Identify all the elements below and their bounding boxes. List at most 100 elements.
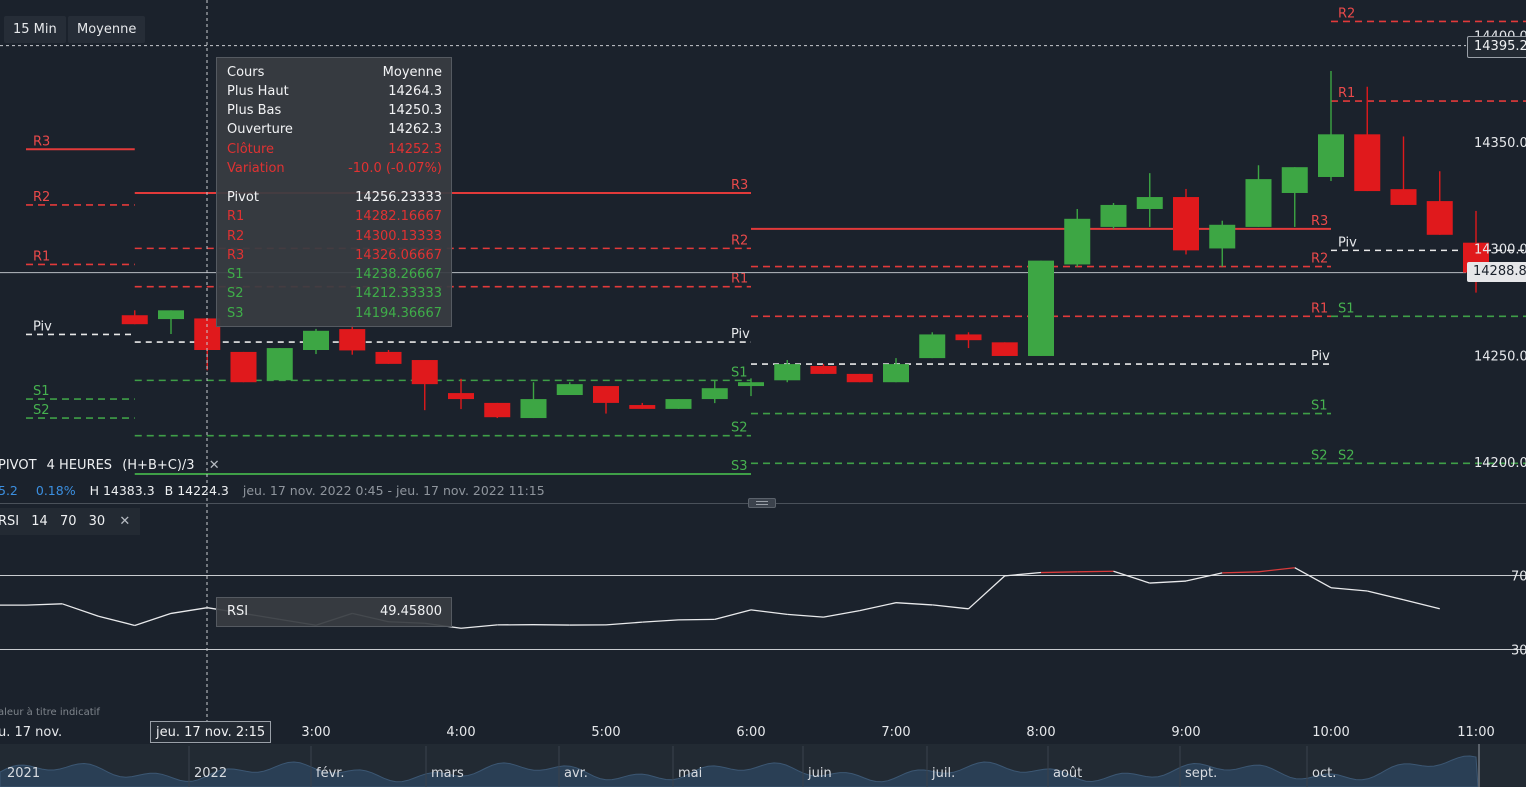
candle-body xyxy=(593,386,619,403)
change-percent: 0.18% xyxy=(35,483,76,498)
rsi-tooltip: RSI 49.45800 xyxy=(216,597,452,627)
tooltip-row: S3 14194.36667 xyxy=(227,305,442,323)
navigator-label: 2022 xyxy=(194,766,228,781)
candle-body xyxy=(1318,134,1344,177)
tooltip-key: S2 xyxy=(227,286,244,301)
candle-body xyxy=(1426,201,1453,235)
pivot-label-s1: S1 xyxy=(33,384,50,399)
time-tick-label: 10:00 xyxy=(1312,725,1350,740)
navigator-label: 2021 xyxy=(7,766,41,781)
pivot-legend-period: 4 HEURES xyxy=(46,458,113,473)
rsi-period: 14 xyxy=(31,514,48,529)
price-tick-label: 14250.0 xyxy=(1474,349,1526,364)
rsi-line-segment xyxy=(932,604,969,610)
pivot-label-r1: R1 xyxy=(731,272,748,287)
pivot-label-s2: S2 xyxy=(1338,448,1355,463)
pivot-label-p: Piv xyxy=(1338,235,1357,250)
rsi-line-segment xyxy=(1113,570,1150,584)
tooltip-row: S2 14212.33333 xyxy=(227,285,442,303)
tooltip-row: Ouverture 14262.3 xyxy=(227,121,442,139)
rsi-legend[interactable]: RSI 14 70 30 ✕ xyxy=(0,508,141,535)
change-value: 5.2 xyxy=(0,483,18,498)
grid-layer xyxy=(0,503,1526,787)
tooltip-row: Cours Moyenne xyxy=(227,64,442,82)
tooltip-key: S3 xyxy=(227,306,244,321)
rsi-line-segment xyxy=(1403,599,1440,610)
rsi-line-segment xyxy=(1294,567,1332,589)
navigator-area xyxy=(0,755,1479,787)
candle-body xyxy=(1245,179,1272,227)
tooltip-row: Plus Bas 14250.3 xyxy=(227,102,442,120)
rsi-line-segment xyxy=(859,602,897,612)
candle-body xyxy=(991,342,1018,356)
pivot-label-r3: R3 xyxy=(33,134,50,149)
pivot-label-r2: R2 xyxy=(1311,252,1328,267)
pivot-legend[interactable]: PIVOT 4 HEURES (H+B+C)/3 ✕ xyxy=(0,458,220,473)
candle-body xyxy=(1028,260,1054,356)
tooltip-row: S1 14238.26667 xyxy=(227,266,442,284)
first-date-label: u. 17 nov. xyxy=(0,725,63,740)
candle-body xyxy=(955,334,982,341)
tooltip-value: 14250.3 xyxy=(388,103,442,118)
candle-body xyxy=(738,382,764,387)
rsi-remove-icon[interactable]: ✕ xyxy=(119,514,131,529)
price-tick-label: 14200.0 xyxy=(1474,456,1526,471)
pivot-label-r1: R1 xyxy=(33,249,50,264)
candle-body xyxy=(1173,197,1199,251)
navigator-label: avr. xyxy=(564,766,588,781)
candle-body xyxy=(484,402,511,418)
tooltip-key: Plus Bas xyxy=(227,103,282,118)
rsi-level-label: 70 xyxy=(1511,570,1526,585)
candle-body xyxy=(230,351,257,383)
candle-body xyxy=(158,310,184,320)
rsi-lower-level: 30 xyxy=(88,514,106,529)
tooltip-value: 14212.33333 xyxy=(355,286,442,301)
rsi-line-segment xyxy=(895,602,933,606)
navigator-label: sept. xyxy=(1185,766,1218,781)
pane-resize-handle[interactable] xyxy=(748,498,776,508)
pivot-label-s2: S2 xyxy=(1311,448,1328,463)
pivot-label-s3: S3 xyxy=(731,459,748,474)
pivot-legend-name: PIVOT xyxy=(0,458,37,473)
rsi-line-segment xyxy=(62,603,99,617)
interval-button[interactable]: 15 Min xyxy=(4,16,66,43)
crosshair-time-label: jeu. 17 nov. 2:15 xyxy=(150,721,272,743)
navigator-label: juil. xyxy=(932,766,956,781)
rsi-line-segment xyxy=(1367,590,1404,601)
price-type-button[interactable]: Moyenne xyxy=(68,16,146,43)
rsi-line-segment xyxy=(25,603,63,606)
pivot-label-s1: S1 xyxy=(1338,301,1355,316)
rsi-line-segment xyxy=(787,613,824,618)
pivot-label-s1: S1 xyxy=(1311,399,1328,414)
rsi-tooltip-value: 49.45800 xyxy=(379,604,442,619)
time-tick-label: 4:00 xyxy=(446,725,476,740)
tooltip-key: Clôture xyxy=(227,142,275,157)
pivot-remove-icon[interactable]: ✕ xyxy=(208,458,220,473)
candle-body xyxy=(883,364,909,383)
pivot-label-r1: R1 xyxy=(1311,301,1328,316)
pivot-label-p: Piv xyxy=(731,327,750,342)
candle-body xyxy=(629,405,656,409)
candle-body xyxy=(1209,224,1236,249)
navigator-label: févr. xyxy=(316,766,345,781)
pivot-legend-formula: (H+B+C)/3 xyxy=(122,458,195,473)
pivot-label-r3: R3 xyxy=(731,178,748,193)
rsi-line-segment xyxy=(714,609,752,620)
tooltip-row: Plus Haut 14264.3 xyxy=(227,83,442,101)
tooltip-row: R2 14300.13333 xyxy=(227,228,442,246)
tooltip-row: Pivot 14256.23333 xyxy=(227,189,442,207)
time-tick-label: 11:00 xyxy=(1457,725,1495,740)
date-range: jeu. 17 nov. 2022 0:45 - jeu. 17 nov. 20… xyxy=(242,483,545,498)
candle-body xyxy=(701,388,728,400)
candle-body xyxy=(846,373,873,383)
candle-body xyxy=(121,315,148,325)
candle-body xyxy=(1064,218,1091,265)
pivot-label-r2: R2 xyxy=(1338,6,1355,21)
rsi-line-segment xyxy=(134,612,172,627)
pivot-label-s2: S2 xyxy=(33,403,50,418)
pivot-label-s2: S2 xyxy=(731,421,748,436)
rsi-line-segment xyxy=(1330,587,1368,592)
rsi-line-segment xyxy=(1077,570,1114,573)
pivot-label-s1: S1 xyxy=(731,365,748,380)
candle-body xyxy=(1281,167,1308,193)
